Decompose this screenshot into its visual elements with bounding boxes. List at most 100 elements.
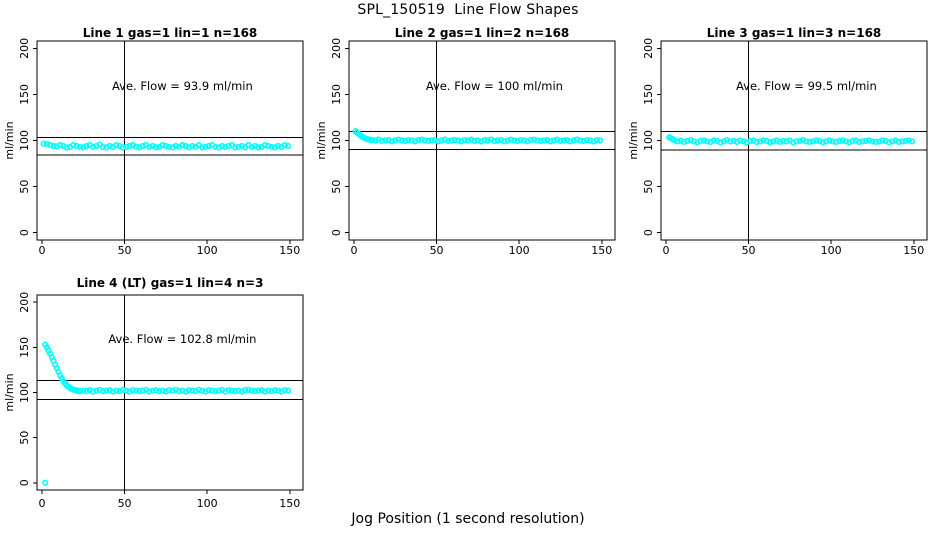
data-point bbox=[146, 388, 153, 395]
data-point bbox=[717, 139, 724, 146]
data-point bbox=[577, 137, 584, 144]
data-point bbox=[205, 387, 212, 394]
data-point bbox=[885, 139, 893, 146]
data-point bbox=[583, 136, 591, 144]
data-point bbox=[776, 138, 784, 145]
data-point bbox=[895, 138, 903, 145]
y-tick-label: 200 bbox=[330, 38, 343, 59]
ave-flow-annotation: Ave. Flow = 102.8 ml/min bbox=[108, 332, 256, 346]
data-point bbox=[378, 137, 386, 145]
y-tick-label: 150 bbox=[18, 84, 31, 105]
data-point bbox=[856, 138, 863, 145]
data-point bbox=[560, 137, 567, 144]
data-point bbox=[202, 143, 209, 151]
y-tick-label: 100 bbox=[18, 130, 31, 151]
data-point bbox=[281, 387, 288, 394]
data-point bbox=[152, 387, 160, 394]
data-point bbox=[700, 137, 708, 144]
data-point bbox=[133, 143, 140, 151]
data-point bbox=[235, 143, 242, 151]
x-tick-label: 100 bbox=[821, 244, 842, 257]
data-point bbox=[225, 142, 232, 150]
y-axis-title: ml/min bbox=[3, 121, 16, 159]
data-point bbox=[504, 137, 511, 144]
y-tick-label: 150 bbox=[18, 337, 31, 358]
data-point bbox=[783, 138, 790, 145]
data-point bbox=[438, 137, 445, 144]
x-tick-label: 100 bbox=[197, 244, 218, 257]
data-point bbox=[796, 137, 803, 145]
x-tick-label: 100 bbox=[509, 244, 530, 257]
data-point bbox=[106, 142, 113, 150]
data-point bbox=[113, 142, 120, 149]
x-tick-label: 100 bbox=[197, 497, 218, 510]
data-point bbox=[255, 387, 262, 394]
data-point bbox=[557, 137, 564, 145]
data-point bbox=[402, 137, 409, 145]
data-point bbox=[123, 387, 130, 394]
x-tick-label: 50 bbox=[430, 244, 444, 257]
data-point bbox=[285, 387, 292, 394]
data-point bbox=[139, 142, 146, 150]
data-point bbox=[766, 139, 774, 146]
data-point bbox=[225, 387, 232, 394]
data-point bbox=[823, 138, 830, 145]
y-tick-label: 0 bbox=[18, 229, 31, 236]
data-point bbox=[285, 142, 292, 150]
y-tick-label: 200 bbox=[642, 38, 655, 59]
x-tick-label: 150 bbox=[591, 244, 612, 257]
data-point bbox=[484, 137, 491, 144]
data-point bbox=[826, 137, 833, 144]
data-point bbox=[710, 137, 717, 144]
data-point bbox=[109, 388, 117, 395]
data-point bbox=[70, 142, 77, 149]
data-point bbox=[242, 387, 249, 394]
data-point bbox=[451, 136, 458, 144]
data-point bbox=[507, 136, 515, 143]
data-point bbox=[159, 387, 166, 394]
data-point bbox=[899, 138, 906, 145]
data-point bbox=[902, 137, 909, 145]
data-point bbox=[133, 387, 140, 394]
data-point bbox=[481, 136, 488, 144]
data-point bbox=[392, 137, 399, 144]
data-point bbox=[205, 142, 212, 150]
data-point bbox=[530, 136, 538, 143]
data-point bbox=[862, 137, 869, 145]
x-tick-label: 0 bbox=[38, 244, 45, 257]
data-point bbox=[212, 388, 219, 395]
data-point bbox=[770, 138, 777, 145]
data-point bbox=[212, 143, 219, 151]
data-point bbox=[159, 142, 166, 149]
data-point bbox=[119, 386, 127, 393]
data-point bbox=[690, 138, 698, 145]
panel-line-2: Line 2 gas=1 lin=2 n=168 0 50 100 150 0 50 100 1… bbox=[312, 20, 624, 268]
data-point bbox=[83, 142, 90, 150]
x-tick-label: 150 bbox=[279, 244, 300, 257]
data-point bbox=[570, 137, 577, 144]
data-point bbox=[435, 138, 442, 145]
data-point bbox=[550, 137, 557, 144]
panel-line-1: Line 1 gas=1 lin=1 n=168 0 50 100 150 0 50 100 1… bbox=[0, 20, 312, 268]
data-point bbox=[511, 137, 518, 144]
data-point bbox=[747, 137, 754, 145]
data-point bbox=[76, 143, 84, 151]
data-point bbox=[169, 387, 176, 394]
data-point bbox=[491, 137, 498, 145]
plot-line-2: Line 2 gas=1 lin=2 n=168 0 50 100 150 0 50 100 1… bbox=[315, 26, 616, 257]
ave-flow-annotation: Ave. Flow = 100 ml/min bbox=[426, 79, 563, 93]
panel-title: Line 1 gas=1 lin=1 n=168 bbox=[83, 26, 258, 40]
data-point bbox=[869, 138, 876, 145]
data-point bbox=[780, 137, 787, 145]
data-point bbox=[83, 388, 90, 395]
data-point bbox=[209, 387, 216, 394]
data-point bbox=[99, 143, 107, 151]
data-point bbox=[428, 137, 435, 144]
data-point bbox=[372, 137, 379, 144]
data-point bbox=[245, 386, 252, 393]
data-point bbox=[162, 142, 169, 150]
x-tick-label: 150 bbox=[903, 244, 924, 257]
data-point bbox=[842, 138, 850, 145]
data-point bbox=[271, 387, 279, 394]
data-point bbox=[232, 388, 239, 395]
